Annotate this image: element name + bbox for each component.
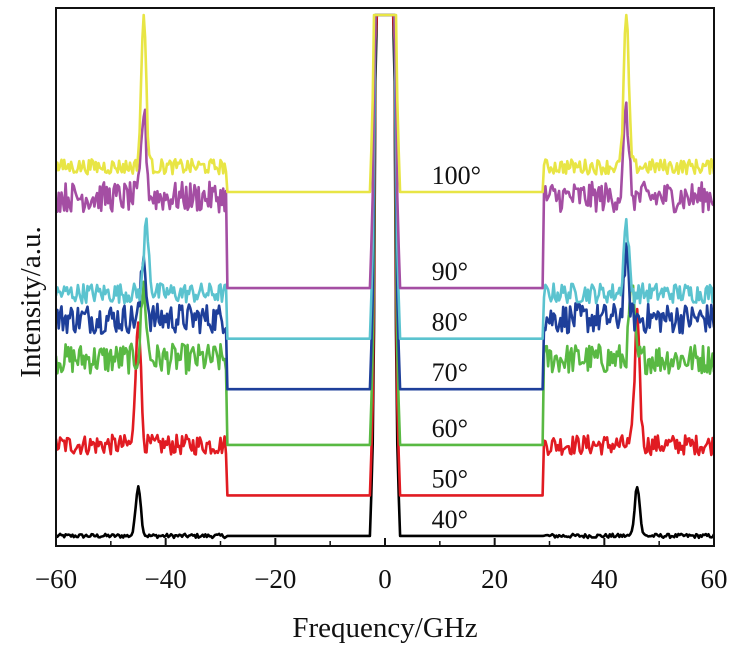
series-label-50deg: 50° <box>432 464 468 493</box>
x-tick-label: −40 <box>145 564 187 594</box>
series-label-layer: 40° 50° 60° 70° 80° 90° 100° <box>432 161 481 534</box>
series-label-80deg: 80° <box>432 308 468 337</box>
plot-frame <box>55 7 715 547</box>
x-tick-label: −20 <box>254 564 296 594</box>
x-tick-label: 60 <box>701 564 728 594</box>
series-label-90deg: 90° <box>432 257 468 286</box>
x-tick-label: −60 <box>35 564 77 594</box>
x-tick-label: 20 <box>481 564 508 594</box>
series-label-60deg: 60° <box>432 414 468 443</box>
series-line-60deg <box>56 13 714 447</box>
series-layer <box>56 13 714 540</box>
series-line-50deg <box>56 13 714 497</box>
x-axis-title: Frequency/GHz <box>292 612 477 644</box>
series-label-40deg: 40° <box>432 505 468 534</box>
series-label-100deg: 100° <box>432 161 481 190</box>
series-line-80deg <box>56 13 714 340</box>
x-tick-label: 40 <box>591 564 618 594</box>
series-line-90deg <box>56 13 714 290</box>
x-tick-label: 0 <box>378 564 392 594</box>
series-label-70deg: 70° <box>432 358 468 387</box>
tick-layer: −60 −40 −20 0 20 40 60 <box>35 538 728 594</box>
series-line-100deg <box>56 13 714 194</box>
y-axis-title: Intensity/a.u. <box>15 226 47 377</box>
series-line-40deg <box>56 13 714 540</box>
